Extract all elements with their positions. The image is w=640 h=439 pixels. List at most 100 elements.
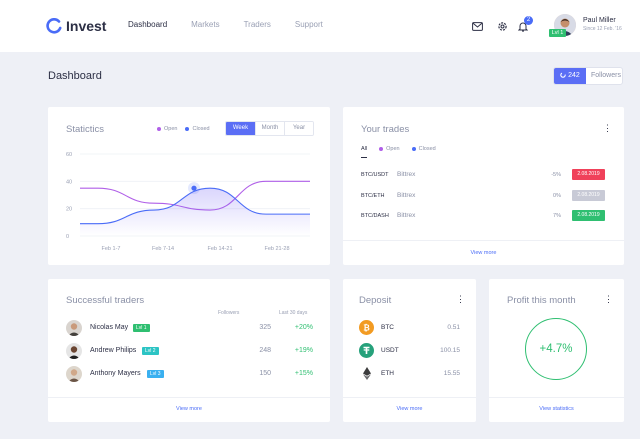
- tab-closed-dot: [411, 147, 416, 151]
- x-tick-label: Feb 7-14: [152, 246, 174, 252]
- deposit-row[interactable]: ETH 15.55: [359, 366, 461, 381]
- followers-count-value: 242: [568, 72, 580, 79]
- trade-pair: BTC/ETH: [361, 193, 385, 199]
- tab-open[interactable]: Open: [379, 146, 400, 152]
- trade-row[interactable]: BTC/USDT Bittrex -5% 2.08.2019: [361, 169, 606, 181]
- trader-change: +15%: [294, 370, 313, 377]
- profit-value: +4.7%: [539, 343, 573, 355]
- trader-name: Nicolas May: [90, 324, 129, 331]
- trader-name: Andrew Philips: [90, 347, 137, 354]
- y-tick-label: 20: [66, 207, 72, 213]
- trades-menu-icon[interactable]: ⋮: [603, 124, 612, 133]
- user-since: Since 12 Feb. '16: [583, 26, 622, 32]
- svg-text:₿: ₿: [363, 324, 370, 333]
- deposit-row[interactable]: USDT 100.15: [359, 343, 461, 358]
- trade-exchange: Bittrex: [397, 171, 416, 178]
- tab-open-dot: [379, 147, 384, 151]
- nav-markets[interactable]: Markets: [191, 20, 220, 29]
- trader-avatar: [66, 320, 82, 336]
- deposit-row[interactable]: ₿ BTC 0.51: [359, 320, 461, 335]
- legend-open: Open: [164, 126, 178, 132]
- trade-date-badge: 2.08.2019: [572, 169, 605, 180]
- trade-pair: BTC/USDT: [361, 172, 389, 178]
- deposit-divider: [343, 397, 476, 398]
- trade-exchange: Bittrex: [397, 192, 416, 199]
- nav-dashboard[interactable]: Dashboard: [128, 20, 168, 29]
- trade-date-badge: 2.08.2019: [572, 190, 605, 201]
- deposit-symbol: USDT: [381, 347, 399, 354]
- trade-percent: 7%: [553, 213, 561, 219]
- trade-percent: 0%: [553, 193, 561, 199]
- range-month-button[interactable]: Month: [255, 122, 284, 135]
- followers-button[interactable]: 242 Followers: [553, 67, 623, 85]
- traders-title: Successful traders: [66, 295, 145, 306]
- tab-closed[interactable]: Closed: [411, 146, 436, 152]
- trader-change: +20%: [294, 324, 313, 331]
- main-nav: Dashboard Markets Traders Support: [128, 20, 347, 30]
- logo-icon: [46, 18, 62, 34]
- legend-open-dot: [157, 127, 161, 131]
- deposit-title: Deposit: [359, 295, 392, 306]
- nav-traders[interactable]: Traders: [243, 20, 271, 29]
- page-title: Dashboard: [48, 70, 102, 82]
- statistics-legend: Open Closed: [157, 126, 210, 132]
- series-line-closed: [80, 187, 310, 225]
- tether-icon: [359, 343, 374, 358]
- trader-row[interactable]: Andrew Philips Lvl 2 248 +19%: [66, 343, 314, 359]
- trade-row[interactable]: BTC/ETH Bittrex 0% 2.08.2019: [361, 190, 606, 202]
- trade-date-badge: 2.08.2019: [572, 210, 605, 221]
- nav-support[interactable]: Support: [294, 20, 323, 29]
- active-tab-underline: [361, 157, 367, 158]
- deposit-amount: 100.15: [440, 347, 460, 354]
- user-name[interactable]: Paul Miller: [583, 17, 616, 24]
- trader-level-badge: Lvl 2: [142, 347, 159, 355]
- range-year-button[interactable]: Year: [284, 122, 313, 135]
- range-toggle: Week Month Year: [225, 121, 314, 136]
- mail-icon[interactable]: [470, 19, 484, 33]
- bitcoin-icon: ₿: [359, 320, 374, 335]
- followers-ring-icon: [560, 71, 566, 78]
- traders-card: [48, 279, 330, 422]
- profit-menu-icon[interactable]: ⋮: [604, 295, 613, 304]
- statistics-title: Statictics: [66, 124, 105, 135]
- col-last-30-header: Last 30 days: [279, 310, 308, 316]
- deposit-menu-icon[interactable]: ⋮: [456, 295, 465, 304]
- tab-all[interactable]: All: [361, 146, 368, 152]
- trades-title: Your trades: [361, 124, 410, 135]
- legend-closed: Closed: [192, 126, 210, 132]
- trade-row[interactable]: BTC/DASH Bittrex 7% 2.08.2019: [361, 210, 606, 222]
- profit-ring: +4.7%: [525, 318, 587, 380]
- trade-pair: BTC/DASH: [361, 213, 389, 219]
- logo[interactable]: Invest: [46, 15, 106, 37]
- trader-change: +19%: [294, 347, 313, 354]
- user-level-badge: Lvl 1: [549, 29, 566, 37]
- trader-avatar: [66, 343, 82, 359]
- trader-level-badge: Lvl 3: [147, 370, 164, 378]
- gear-icon[interactable]: [495, 19, 509, 33]
- trader-row[interactable]: Anthony Mayers Lvl 3 150 +15%: [66, 366, 314, 382]
- trader-followers: 325: [259, 324, 271, 331]
- statistics-chart: 60 40 20 0 Feb 1-7 Feb 7-14 Feb 14-21 Feb 21-28: [66, 152, 310, 252]
- trades-view-more-link[interactable]: View more: [470, 250, 497, 256]
- traders-view-more-link[interactable]: View more: [176, 406, 202, 412]
- y-tick-label: 0: [66, 234, 69, 240]
- view-statistics-link[interactable]: View statistics: [539, 406, 574, 412]
- trader-row[interactable]: Nicolas May Lvl 1 325 +20%: [66, 320, 314, 336]
- followers-count: 242: [554, 68, 586, 84]
- highlight-point[interactable]: [191, 185, 197, 191]
- deposit-view-more-link[interactable]: View more: [396, 406, 423, 412]
- trades-divider: [343, 240, 624, 241]
- y-tick-label: 40: [66, 179, 72, 185]
- range-week-button[interactable]: Week: [226, 122, 255, 135]
- col-followers-header: Followers: [218, 310, 240, 316]
- trade-exchange: Bittrex: [397, 212, 416, 219]
- deposit-symbol: BTC: [381, 324, 394, 331]
- trade-percent: -5%: [551, 172, 561, 178]
- y-tick-label: 60: [66, 152, 72, 158]
- trades-tabs: All Open Closed: [361, 146, 448, 152]
- trader-avatar: [66, 366, 82, 382]
- trader-followers: 150: [259, 370, 271, 377]
- deposit-amount: 0.51: [447, 324, 460, 331]
- traders-divider: [48, 397, 330, 398]
- trader-level-badge: Lvl 1: [133, 324, 150, 332]
